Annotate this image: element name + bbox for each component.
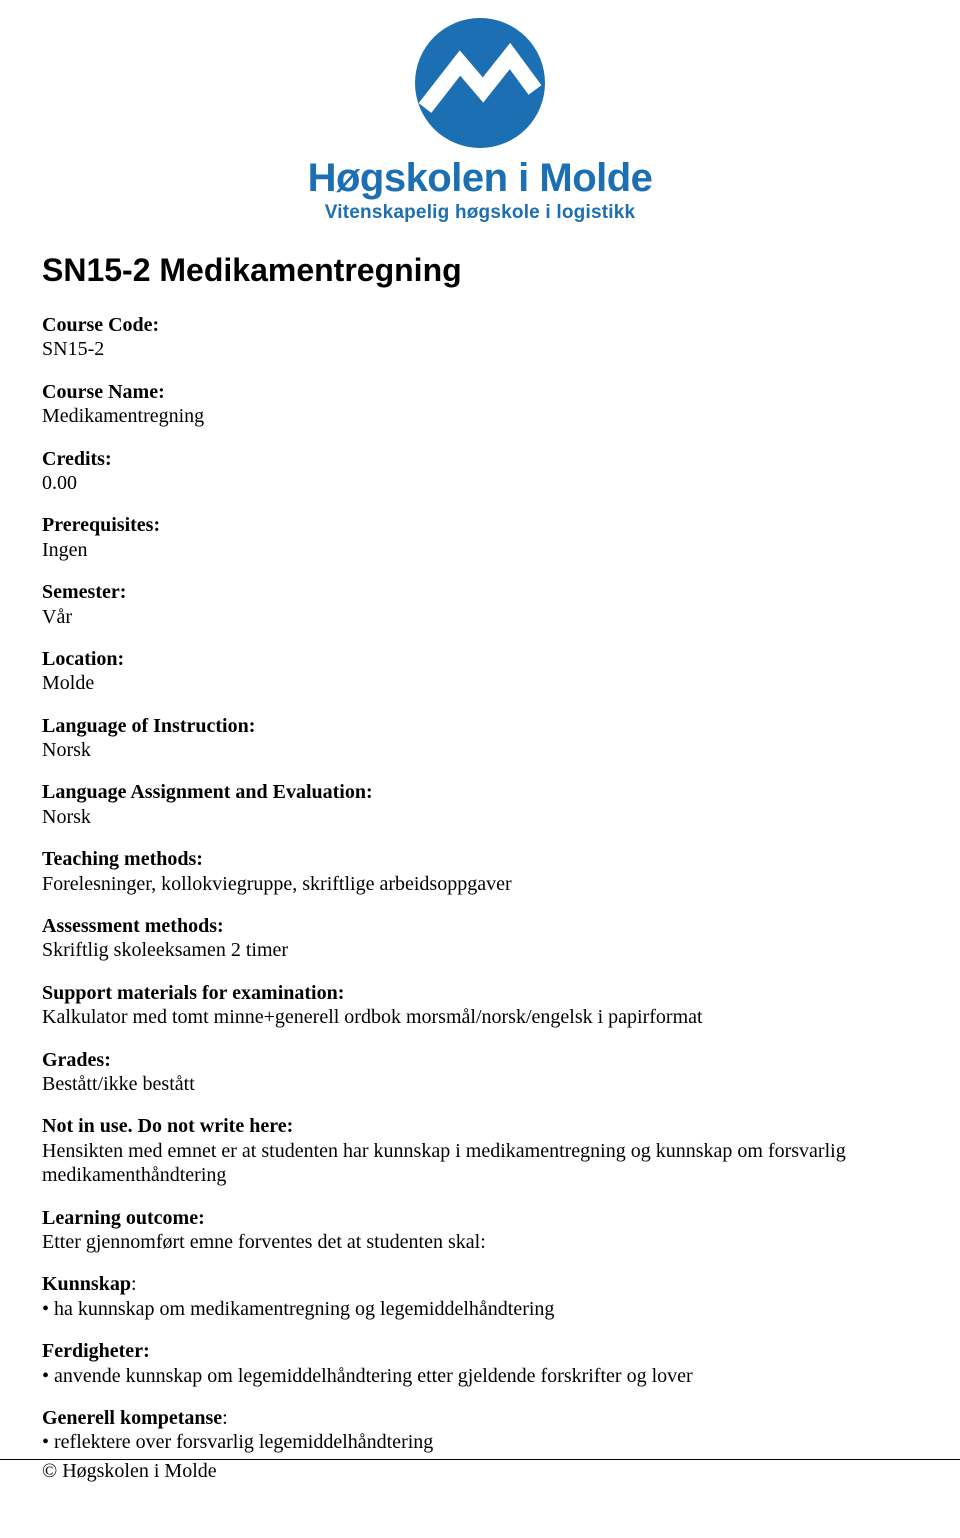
label-ferdigheter: Ferdigheter: (42, 1340, 150, 1362)
field-lang-assignment: Language Assignment and Evaluation: Nors… (42, 780, 918, 829)
footer-text: © Høgskolen i Molde (0, 1460, 960, 1489)
field-semester: Semester: Vår (42, 580, 918, 629)
value-grades: Bestått/ikke bestått (42, 1072, 918, 1096)
value-credits: 0.00 (42, 471, 918, 495)
label-not-in-use: Not in use. Do not write here: (42, 1114, 918, 1138)
label-grades: Grades: (42, 1048, 918, 1072)
field-location: Location: Molde (42, 647, 918, 696)
value-semester: Vår (42, 605, 918, 629)
logo: Høgskolen i Molde Vitenskapelig høgskole… (42, 18, 918, 224)
bullet-kunnskap: • ha kunnskap om medikamentregning og le… (42, 1297, 918, 1321)
field-credits: Credits: 0.00 (42, 447, 918, 496)
value-not-in-use: Hensikten med emnet er at studenten har … (42, 1139, 918, 1188)
field-support-materials: Support materials for examination: Kalku… (42, 981, 918, 1030)
field-prerequisites: Prerequisites: Ingen (42, 513, 918, 562)
section-ferdigheter: Ferdigheter: • anvende kunnskap om legem… (42, 1339, 918, 1388)
section-kunnskap: Kunnskap: • ha kunnskap om medikamentreg… (42, 1272, 918, 1321)
field-lang-instruction: Language of Instruction: Norsk (42, 714, 918, 763)
label-learning-outcome: Learning outcome: (42, 1206, 918, 1230)
colon-kunnskap: : (131, 1273, 137, 1295)
bullet-ferdigheter: • anvende kunnskap om legemiddelhåndteri… (42, 1364, 918, 1388)
label-lang-assignment: Language Assignment and Evaluation: (42, 780, 918, 804)
label-lang-instruction: Language of Instruction: (42, 714, 918, 738)
value-support-materials: Kalkulator med tomt minne+generell ordbo… (42, 1005, 918, 1029)
value-location: Molde (42, 671, 918, 695)
value-lang-instruction: Norsk (42, 738, 918, 762)
label-course-code: Course Code: (42, 313, 918, 337)
label-teaching-methods: Teaching methods: (42, 847, 918, 871)
value-learning-outcome: Etter gjennomført emne forventes det at … (42, 1230, 918, 1254)
label-generell: Generell kompetanse (42, 1407, 222, 1429)
label-support-materials: Support materials for examination: (42, 981, 918, 1005)
label-semester: Semester: (42, 580, 918, 604)
bullet-generell: • reflektere over forsvarlig legemiddelh… (42, 1430, 918, 1454)
value-course-code: SN15-2 (42, 337, 918, 361)
field-teaching-methods: Teaching methods: Forelesninger, kollokv… (42, 847, 918, 896)
field-course-name: Course Name: Medikamentregning (42, 380, 918, 429)
label-prerequisites: Prerequisites: (42, 513, 918, 537)
label-course-name: Course Name: (42, 380, 918, 404)
colon-generell: : (222, 1407, 228, 1429)
field-learning-outcome: Learning outcome: Etter gjennomført emne… (42, 1206, 918, 1255)
label-assessment: Assessment methods: (42, 914, 918, 938)
field-assessment: Assessment methods: Skriftlig skoleeksam… (42, 914, 918, 963)
field-grades: Grades: Bestått/ikke bestått (42, 1048, 918, 1097)
value-teaching-methods: Forelesninger, kollokviegruppe, skriftli… (42, 872, 918, 896)
section-generell: Generell kompetanse: • reflektere over f… (42, 1406, 918, 1455)
label-credits: Credits: (42, 447, 918, 471)
value-assessment: Skriftlig skoleeksamen 2 timer (42, 938, 918, 962)
logo-subtitle: Vitenskapelig høgskole i logistikk (42, 202, 918, 224)
page: Høgskolen i Molde Vitenskapelig høgskole… (0, 0, 960, 1455)
field-course-code: Course Code: SN15-2 (42, 313, 918, 362)
value-prerequisites: Ingen (42, 538, 918, 562)
value-lang-assignment: Norsk (42, 805, 918, 829)
value-course-name: Medikamentregning (42, 404, 918, 428)
label-kunnskap: Kunnskap (42, 1273, 131, 1295)
logo-title: Høgskolen i Molde (42, 158, 918, 198)
label-location: Location: (42, 647, 918, 671)
page-title: SN15-2 Medikamentregning (42, 252, 918, 289)
logo-icon (415, 18, 545, 148)
field-not-in-use: Not in use. Do not write here: Hensikten… (42, 1114, 918, 1187)
